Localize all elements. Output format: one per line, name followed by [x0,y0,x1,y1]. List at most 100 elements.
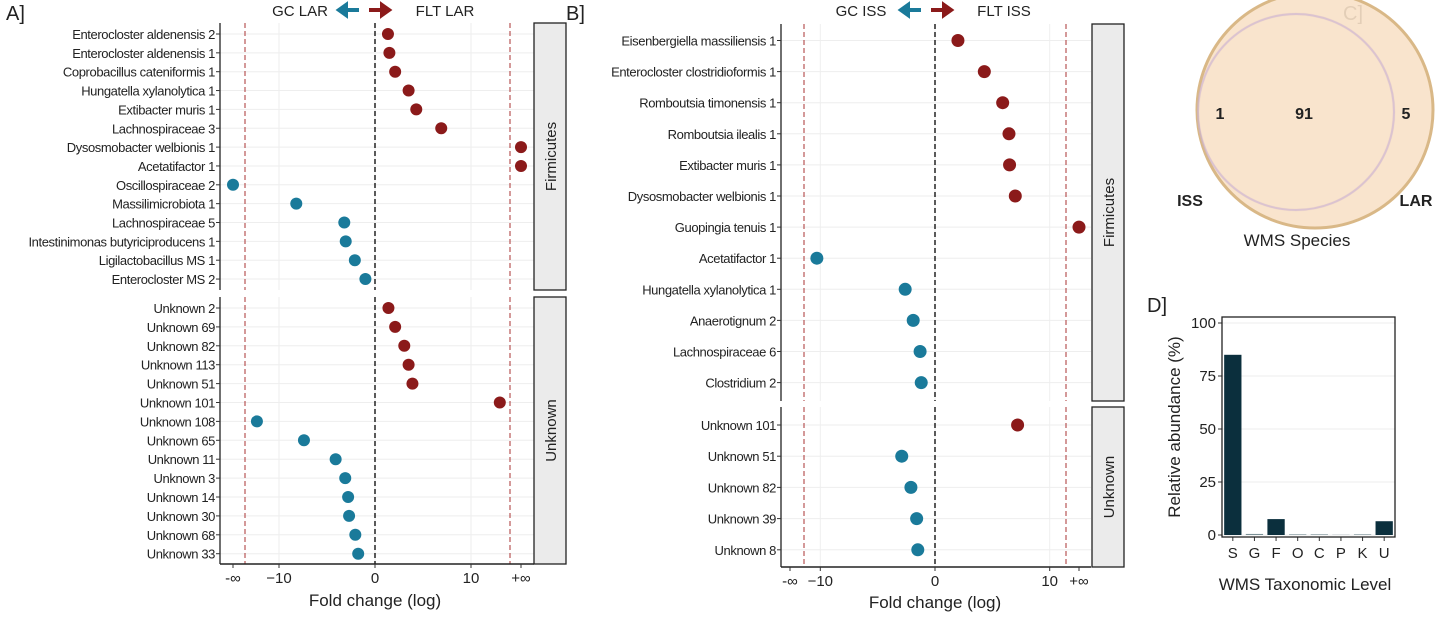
facet-panel [220,297,534,564]
arrow-left-icon [339,5,359,15]
x-axis-title: Fold change (log) [869,593,1001,612]
row-label: Unknown 51 [708,449,776,464]
row-label: Unknown 39 [708,512,776,527]
data-point [996,96,1009,109]
row-label: Guopingia tenuis 1 [675,220,776,235]
row-label: Extibacter muris 1 [679,158,776,173]
row-label: Unknown 30 [147,509,215,524]
data-point [435,122,447,134]
x-tick-label: U [1379,545,1390,562]
venn-iss-label: ISS [1177,193,1203,210]
y-tick-label: 100 [1191,315,1216,332]
row-label: Acetatifactor 1 [138,159,215,174]
x-tick-label: 0 [931,573,939,590]
data-point [359,273,371,285]
data-point [494,397,506,409]
x-tick-label: G [1249,545,1261,562]
plot-area [1222,317,1395,537]
data-point [343,510,355,522]
panel-label: B] [566,3,585,25]
data-point [907,314,920,327]
data-point [227,179,239,191]
data-point [382,28,394,40]
data-point [910,512,923,525]
arrow-right-icon [369,5,389,15]
x-tick-label: 10 [1041,573,1058,590]
row-label: Enterocloster aldenensis 2 [72,27,215,42]
arrow-right-icon [931,5,951,15]
row-label: Lachnospiraceae 5 [112,216,215,231]
data-point [904,481,917,494]
data-point [342,491,354,503]
y-axis-title: Relative abundance (%) [1165,336,1184,517]
data-point [915,376,928,389]
facet-label: Firmicutes [543,122,560,191]
venn-lar-only: 5 [1402,106,1411,123]
row-label: Intestinimonas butyriciproducens 1 [28,234,215,249]
data-point [352,548,364,560]
x-tick-label: +∞ [1069,573,1089,590]
x-tick-label: 0 [371,570,379,587]
data-point [338,217,350,229]
facet-panel [781,24,1091,401]
data-point [389,66,401,78]
x-tick-label: C [1314,545,1325,562]
y-tick-label: 75 [1199,368,1216,385]
venn-caption: WMS Species [1244,231,1351,250]
bar [1354,534,1371,535]
venn-lar-label: LAR [1400,193,1433,210]
panel-label: A] [6,3,25,25]
facet-label: Unknown [1101,456,1118,519]
data-point [515,141,527,153]
row-label: Extibacter muris 1 [118,102,215,117]
venn-shared: 91 [1295,106,1313,123]
x-axis-title: Fold change (log) [309,591,441,610]
row-label: Oscillospiraceae 2 [116,178,215,193]
row-label: Unknown 65 [147,433,215,448]
row-label: Unknown 11 [148,452,215,467]
x-tick-label: -∞ [225,570,241,587]
row-label: Unknown 101 [140,396,215,411]
row-label: Dysosmobacter welbionis 1 [67,140,215,155]
x-tick-label: 10 [463,570,480,587]
data-point [349,529,361,541]
data-point [951,34,964,47]
title-flt: FLT LAR [416,3,475,20]
x-tick-label: O [1292,545,1304,562]
row-label: Lachnospiraceae 3 [112,121,215,136]
title-gc: GC LAR [272,3,328,20]
data-point [383,47,395,59]
data-point [895,450,908,463]
data-point [339,472,351,484]
facet-label: Unknown [543,399,560,462]
row-label: Unknown 113 [141,358,215,373]
row-label: Hungatella xylanolytica 1 [81,84,215,99]
bar [1289,534,1306,535]
data-point [290,198,302,210]
row-label: Hungatella xylanolytica 1 [642,282,776,297]
data-point [382,302,394,314]
bar [1224,355,1241,535]
venn-circle-lar [1197,0,1433,228]
data-point [1003,158,1016,171]
data-point [410,103,422,115]
title-gc: GC ISS [836,3,887,20]
data-point [403,85,415,97]
data-point [1073,221,1086,234]
data-point [403,359,415,371]
data-point [1009,190,1022,203]
row-label: Unknown 3 [154,471,216,486]
row-label: Enterocloster aldenensis 1 [72,46,215,61]
arrow-left-icon [901,5,921,15]
row-label: Unknown 82 [708,480,776,495]
data-point [978,65,991,78]
row-label: Unknown 69 [147,320,215,335]
venn-iss-only: 1 [1216,106,1225,123]
title-flt: FLT ISS [977,3,1031,20]
data-point [349,254,361,266]
x-tick-label: +∞ [511,570,531,587]
row-label: Unknown 14 [147,490,215,505]
row-label: Unknown 82 [147,339,215,354]
row-label: Eisenbergiella massiliensis 1 [621,34,776,49]
